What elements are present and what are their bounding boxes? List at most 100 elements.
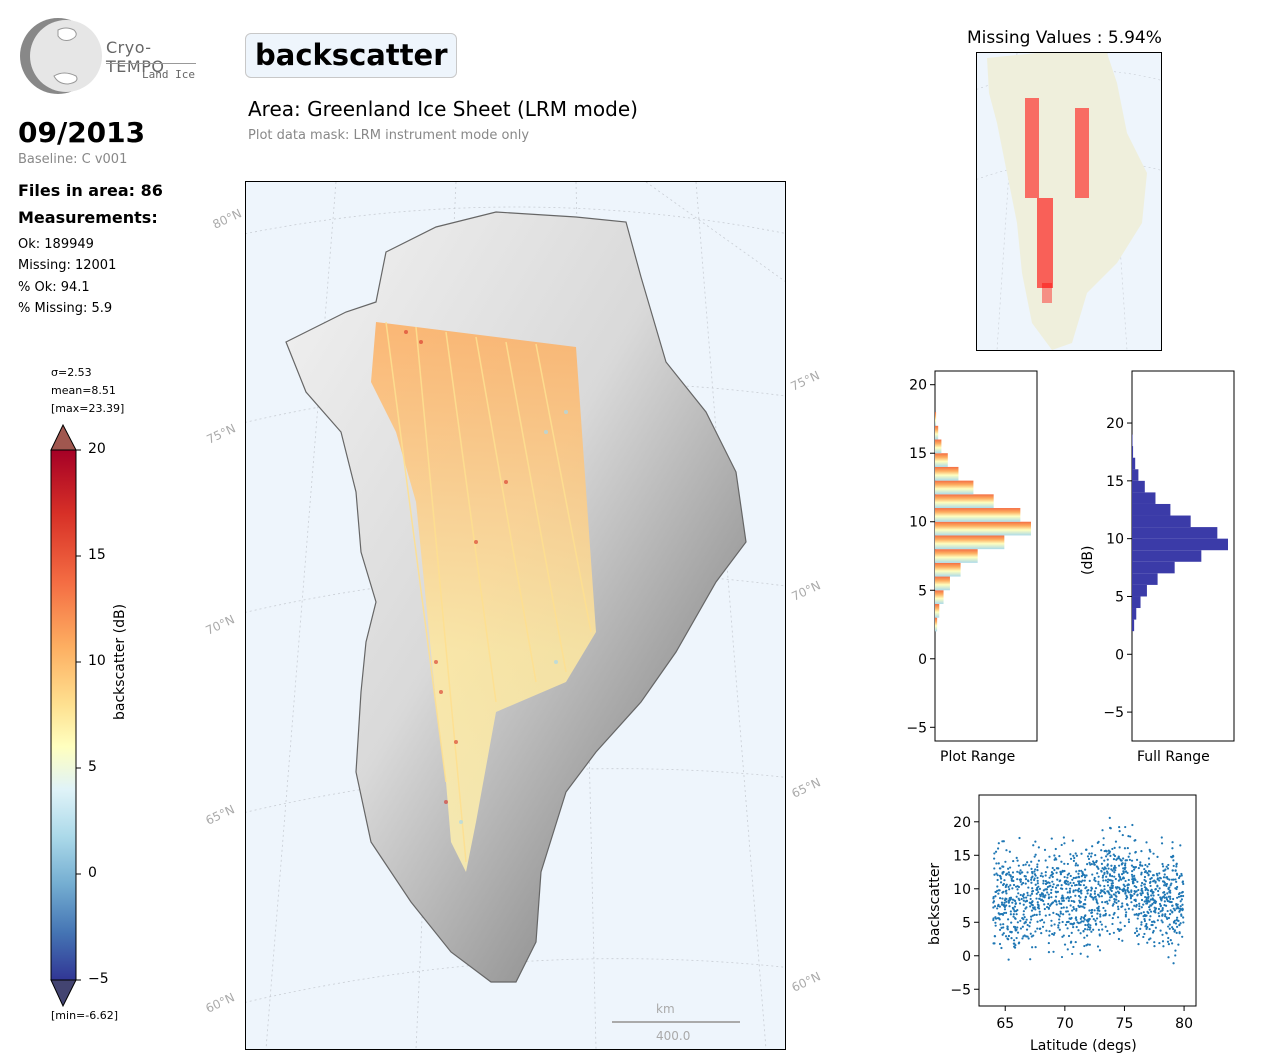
scatter-point — [1161, 914, 1164, 917]
scatter-point — [1175, 865, 1178, 868]
scatter-point — [1023, 875, 1026, 878]
scatter-point — [1067, 899, 1070, 902]
scatter-point — [1075, 925, 1078, 929]
scatter-point — [1178, 923, 1181, 927]
scatter-point — [1123, 924, 1126, 928]
scatter-point — [1072, 854, 1075, 857]
scatter-point — [1122, 871, 1125, 874]
scatter-point — [1035, 892, 1038, 895]
scatter-point — [1144, 863, 1147, 867]
scatter-point — [1021, 937, 1024, 940]
scatter-point — [1158, 915, 1161, 918]
scatter-point — [1027, 880, 1030, 883]
scatter-point — [1127, 907, 1131, 910]
scatter-point — [1114, 866, 1117, 869]
scatter-point — [1127, 890, 1130, 893]
scatter-point — [1094, 887, 1098, 890]
scatter-point — [1022, 913, 1025, 916]
scatter-point — [1130, 859, 1134, 862]
scatter-point — [998, 867, 1001, 870]
scatter-point — [1039, 893, 1042, 896]
scatter-point — [1166, 867, 1170, 870]
colorbar-mean: mean=8.51 — [51, 384, 116, 397]
scatter-point — [1007, 867, 1010, 870]
scatter-point — [1057, 926, 1060, 929]
scatter-point — [998, 913, 1001, 916]
scatter-point — [1003, 901, 1006, 904]
scatter-point — [1146, 941, 1149, 944]
scatter-point — [1006, 918, 1010, 921]
scatter-point — [1145, 927, 1148, 930]
scatter-point — [1090, 930, 1093, 933]
scatter-point — [1148, 918, 1151, 921]
scatter-point — [1045, 888, 1048, 891]
scatter-point — [1045, 929, 1048, 932]
scatter-point — [1058, 921, 1061, 924]
scatter-point — [1077, 922, 1080, 925]
scatter-point — [1137, 866, 1140, 870]
scatter-point — [1063, 875, 1066, 879]
scatter-point — [996, 847, 1000, 850]
scatter-point — [1129, 893, 1132, 897]
scatter-point — [1020, 897, 1023, 901]
scatter-point — [1032, 844, 1035, 847]
scatter-point — [1099, 884, 1102, 887]
scatter-point — [1069, 857, 1073, 860]
scatter-point — [1051, 880, 1054, 883]
scatter-point — [1172, 859, 1175, 862]
x-tick-label: 75 — [1116, 1016, 1134, 1032]
scatter-point — [1039, 919, 1042, 922]
scatter-point — [1130, 901, 1133, 904]
scatter-point — [1113, 897, 1116, 901]
scatter-point — [1147, 900, 1150, 903]
scatter-point — [1012, 939, 1016, 942]
scatter-point — [1077, 872, 1080, 875]
scatter-point — [1149, 898, 1152, 901]
scatter-point — [1023, 916, 1026, 919]
lat-label: 65°N — [789, 775, 823, 801]
scatter-point — [1082, 916, 1085, 920]
scatter-point — [1055, 912, 1058, 916]
scatter-point — [1135, 930, 1139, 933]
scatter-point — [1014, 885, 1018, 888]
scatter-point — [1004, 890, 1007, 893]
scatter-point — [1137, 888, 1140, 892]
scatter-point — [1178, 909, 1181, 912]
scatter-point — [1144, 888, 1147, 892]
scatter-point — [1177, 876, 1181, 880]
scatter-point — [995, 862, 998, 865]
scatter-point — [1037, 859, 1040, 862]
scatter-point — [1163, 884, 1166, 887]
scatter-point — [1168, 890, 1171, 894]
scatter-point — [1115, 901, 1118, 904]
scatter-point — [1174, 887, 1177, 890]
histogram-bar — [935, 576, 950, 591]
scatter-point — [1050, 888, 1053, 891]
scatter-point — [1117, 864, 1121, 867]
scatter-point — [1021, 916, 1024, 920]
scatter-point — [1070, 899, 1073, 903]
scatter-point — [1038, 910, 1041, 913]
scatter-point — [1166, 940, 1170, 943]
scatter-point — [1113, 864, 1116, 868]
y-tick-label: 0 — [918, 652, 927, 668]
scatter-point — [1161, 862, 1164, 866]
scatter-point — [1137, 914, 1140, 917]
mask-note: Plot data mask: LRM instrument mode only — [248, 128, 530, 143]
scatter-point — [1125, 870, 1128, 873]
scatter-point — [1011, 887, 1014, 890]
scatter-point — [1075, 870, 1078, 873]
scatter-point — [1019, 880, 1022, 883]
scatter-point — [1079, 917, 1082, 920]
scatter-point — [1036, 882, 1039, 885]
scatter-point — [1111, 904, 1114, 907]
scatter-point — [1075, 862, 1078, 865]
scatter-point — [1124, 859, 1127, 862]
scatter-point — [1018, 902, 1022, 905]
scatter-point — [998, 942, 1002, 946]
scatter-point — [1137, 943, 1140, 946]
scatter-point — [1180, 914, 1183, 917]
scatter-point — [1010, 937, 1013, 940]
scatter-point — [1122, 877, 1126, 880]
scatter-point — [1103, 888, 1106, 891]
